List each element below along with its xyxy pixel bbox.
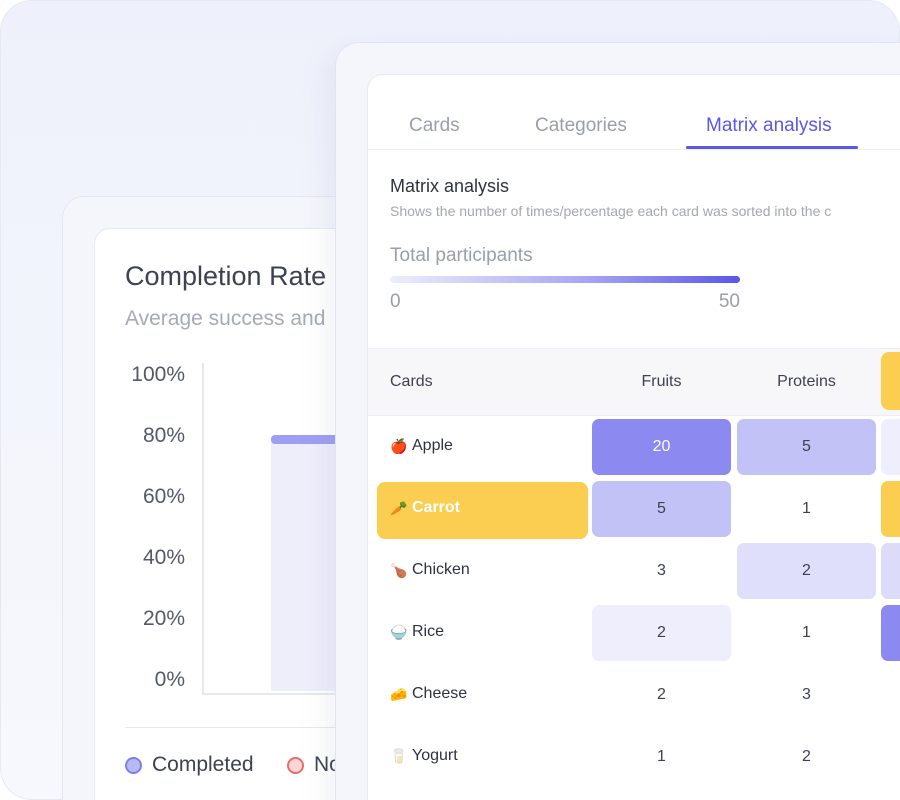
column-header-proteins[interactable]: Proteins xyxy=(777,373,836,390)
row-label-rice[interactable]: 🍚 Rice xyxy=(390,623,444,641)
legend-dot-icon xyxy=(287,756,304,774)
yogurt-icon: 🥛 xyxy=(390,747,408,764)
matrix-cell-clipped xyxy=(881,481,900,537)
y-tick-label: 60% xyxy=(142,485,185,508)
completion-title: Completion Rate xyxy=(125,261,327,291)
column-header-cards[interactable]: Cards xyxy=(390,373,433,390)
matrix-cell-clipped xyxy=(881,605,900,661)
matrix-cell[interactable]: 1 xyxy=(802,624,811,641)
total-participants-label: Total participants xyxy=(390,245,533,266)
y-tick-label: 80% xyxy=(142,424,185,447)
row-highlight xyxy=(377,482,588,539)
legend-label: Completed xyxy=(152,753,254,776)
row-label-text: Rice xyxy=(412,623,445,640)
matrix-cell[interactable]: 5 xyxy=(592,481,731,537)
chicken-icon: 🍗 xyxy=(390,561,408,578)
y-tick-label: 100% xyxy=(131,363,185,386)
matrix-cell[interactable]: 2 xyxy=(802,748,811,765)
matrix-cell[interactable]: 3 xyxy=(802,686,811,703)
matrix-cell[interactable]: 20 xyxy=(592,419,731,475)
y-tick-label: 0% xyxy=(154,668,185,691)
active-tab-indicator xyxy=(686,146,858,149)
row-label-text: Yogurt xyxy=(412,747,458,764)
legend-item-completed: Completed xyxy=(125,753,254,777)
matrix-cell-clipped xyxy=(881,667,900,723)
matrix-cell[interactable]: 3 xyxy=(657,562,666,579)
y-tick-label: 40% xyxy=(142,546,185,569)
legend-divider xyxy=(125,727,435,728)
row-label-chicken[interactable]: 🍗 Chicken xyxy=(390,561,470,579)
matrix-cell[interactable]: 2 xyxy=(657,686,666,703)
matrix-cell[interactable]: 1 xyxy=(802,500,811,517)
completion-bar-cap xyxy=(271,434,391,444)
matrix-cell-clipped xyxy=(881,419,900,475)
legend-dot-icon xyxy=(125,756,142,774)
row-label-text: Cheese xyxy=(412,685,468,702)
row-label-text: Carrot xyxy=(412,499,461,516)
y-axis xyxy=(202,363,204,695)
row-label-carrot[interactable]: 🥕 Carrot xyxy=(390,499,460,517)
matrix-analysis-card: Cards Categories Matrix analysis Matrix … xyxy=(367,74,900,800)
matrix-cell-clipped xyxy=(881,729,900,785)
rice-icon: 🍚 xyxy=(390,623,408,640)
row-label-text: Apple xyxy=(412,437,453,454)
tab-matrix-analysis[interactable]: Matrix analysis xyxy=(706,115,832,136)
row-label-cheese[interactable]: 🧀 Cheese xyxy=(390,685,467,703)
apple-icon: 🍎 xyxy=(390,437,408,454)
row-label-text: Chicken xyxy=(412,561,470,578)
scale-min-label: 0 xyxy=(390,291,401,312)
table-header: Cards Fruits Proteins xyxy=(368,348,900,416)
row-label-apple[interactable]: 🍎 Apple xyxy=(390,437,453,455)
row-label-yogurt[interactable]: 🥛 Yogurt xyxy=(390,747,458,765)
section-title: Matrix analysis xyxy=(390,176,510,196)
scale-max-label: 50 xyxy=(718,291,740,312)
column-header-fruits[interactable]: Fruits xyxy=(641,373,682,390)
matrix-cell[interactable]: 2 xyxy=(592,605,731,661)
matrix-cell[interactable]: 2 xyxy=(737,543,876,599)
tab-bar: Cards Categories Matrix analysis xyxy=(368,75,900,150)
carrot-icon: 🥕 xyxy=(390,499,408,516)
column-header-highlight xyxy=(881,352,900,410)
matrix-cell[interactable]: 1 xyxy=(657,748,666,765)
x-axis xyxy=(202,693,453,695)
cheese-icon: 🧀 xyxy=(390,685,408,702)
tab-cards[interactable]: Cards xyxy=(409,115,460,136)
matrix-cell-clipped xyxy=(881,543,900,599)
completion-subtitle: Average success and xyxy=(125,307,326,330)
matrix-cell[interactable]: 5 xyxy=(737,419,876,475)
section-description: Shows the number of times/percentage eac… xyxy=(390,203,832,219)
tab-categories[interactable]: Categories xyxy=(535,115,627,136)
total-participants-scale xyxy=(390,276,740,283)
y-tick-label: 20% xyxy=(142,607,185,630)
